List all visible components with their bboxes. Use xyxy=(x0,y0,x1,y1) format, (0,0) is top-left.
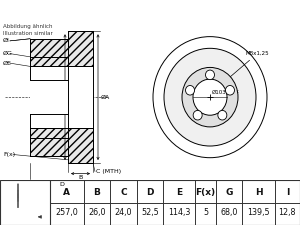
Text: C: C xyxy=(120,188,127,197)
Text: ØE: ØE xyxy=(3,61,12,66)
Text: D: D xyxy=(59,182,64,187)
Circle shape xyxy=(218,110,227,120)
Text: 257,0: 257,0 xyxy=(56,208,78,217)
Bar xyxy=(30,66,68,128)
Text: C (MTH): C (MTH) xyxy=(96,169,121,174)
Text: 139,5: 139,5 xyxy=(247,208,270,217)
Text: 26,0: 26,0 xyxy=(88,208,106,217)
Text: H: H xyxy=(255,188,262,197)
Text: I: I xyxy=(286,188,289,197)
Circle shape xyxy=(153,37,267,158)
Text: ØI: ØI xyxy=(3,38,10,43)
Text: D: D xyxy=(146,188,154,197)
Bar xyxy=(30,128,68,137)
Text: F(x): F(x) xyxy=(3,152,15,157)
Text: 426108: 426108 xyxy=(199,4,251,17)
Bar xyxy=(68,128,93,163)
Text: Ø103: Ø103 xyxy=(212,90,227,95)
Text: ØH: ØH xyxy=(54,95,64,100)
Text: 12,8: 12,8 xyxy=(279,208,296,217)
Bar xyxy=(30,57,68,66)
Text: 24.0126-0108.1: 24.0126-0108.1 xyxy=(45,4,155,17)
Text: 2x: 2x xyxy=(233,89,240,94)
Text: Abbildung ähnlich
Illustration similar: Abbildung ähnlich Illustration similar xyxy=(3,24,53,36)
Text: ØG: ØG xyxy=(3,51,13,56)
Bar xyxy=(30,39,68,57)
Circle shape xyxy=(226,86,235,95)
Text: 24,0: 24,0 xyxy=(115,208,132,217)
Text: ATE: ATE xyxy=(167,92,263,151)
Bar xyxy=(30,137,68,155)
Text: M8x1,25: M8x1,25 xyxy=(227,51,270,80)
Text: G: G xyxy=(225,188,233,197)
Text: B: B xyxy=(93,188,100,197)
Text: B: B xyxy=(78,175,82,180)
Bar xyxy=(68,31,93,66)
Text: 52,5: 52,5 xyxy=(141,208,159,217)
Circle shape xyxy=(193,110,202,120)
Text: 68,0: 68,0 xyxy=(220,208,238,217)
Circle shape xyxy=(206,70,214,80)
Bar xyxy=(68,66,93,128)
Text: A: A xyxy=(63,188,70,197)
Text: 5: 5 xyxy=(203,208,208,217)
Circle shape xyxy=(164,48,256,146)
Circle shape xyxy=(193,79,227,115)
Text: 114,3: 114,3 xyxy=(168,208,190,217)
Bar xyxy=(30,80,68,114)
Circle shape xyxy=(185,86,194,95)
Circle shape xyxy=(182,68,238,127)
Text: ØA: ØA xyxy=(101,95,110,100)
Text: F(x): F(x) xyxy=(196,188,216,197)
Text: E: E xyxy=(176,188,182,197)
